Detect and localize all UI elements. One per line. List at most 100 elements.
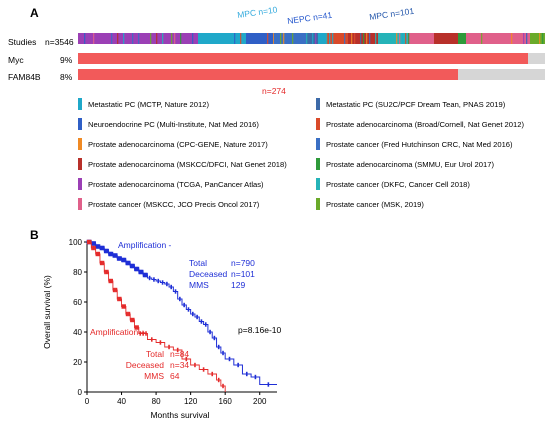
legend-label: Prostate adenocarcinoma (SMMU, Eur Urol … [326,159,494,169]
x-tick-label: 160 [219,397,233,406]
p-value: p=8.16e-10 [238,325,282,335]
legend-label: Prostate adenocarcinoma (MSKCC/DFCI, Nat… [88,159,287,169]
legend-item: Prostate cancer (MSKCC, JCO Precis Oncol… [78,198,259,210]
study-stripe [283,33,285,44]
study-stripe [354,33,356,44]
study-stripe [180,33,182,44]
amp-minus-deceased-key: Deceased [189,269,228,279]
legend-label: Prostate cancer (MSKCC, JCO Precis Oncol… [88,199,260,209]
y-tick-label: 0 [78,388,83,397]
legend-item: Prostate adenocarcinoma (Broad/Cornell, … [316,118,524,130]
study-block [458,33,466,44]
study-stripe [117,33,119,44]
legend-item: Prostate adenocarcinoma (TCGA, PanCancer… [78,178,264,190]
study-block [408,33,434,44]
legend-label: Prostate cancer (MSK, 2019) [326,199,424,209]
study-stripe [375,33,377,44]
study-stripe [363,33,365,44]
study-stripe [405,33,407,44]
study-stripe [523,33,525,44]
legend-item: Prostate adenocarcinoma (MSKCC/DFCI, Nat… [78,158,287,170]
study-stripe [123,33,125,44]
y-tick-label: 40 [73,328,82,337]
row-label-fam84b: FAM84B [8,72,41,82]
study-stripe [396,33,398,44]
altered-count-label: n=274 [262,86,286,96]
studies-track [78,33,545,44]
chart-lines [86,239,277,392]
study-block [198,33,246,44]
study-stripe [369,33,371,44]
row-value-fam84b: 8% [60,72,73,82]
x-tick-label: 0 [85,397,90,406]
study-stripe [360,33,362,44]
row-value-myc: 9% [60,55,73,65]
annotation-mpc-10: MPC n=10 [236,4,279,20]
study-stripe [267,33,269,44]
amp-plus-stats: Total n=84 Deceased n=34 MMS 64 [122,349,189,382]
study-stripe [511,33,513,44]
y-tick-label: 60 [73,298,82,307]
row-value-studies: n=3546 [45,37,74,47]
y-tick-label: 80 [73,268,82,277]
legend-swatch [78,98,82,110]
fam84b-amplified-track [78,69,458,80]
legend-label: Prostate adenocarcinoma (TCGA, PanCancer… [88,179,264,189]
study-stripe [526,33,528,44]
study-stripe [162,33,164,44]
y-tick-label: 20 [73,358,82,367]
amp-minus-title: Amplification - [118,240,172,250]
study-stripe [429,33,431,44]
legend-item: Prostate cancer (MSK, 2019) [316,198,424,210]
study-stripe [332,33,334,44]
legend-item: Prostate adenocarcinoma (SMMU, Eur Urol … [316,158,494,170]
legend-swatch [316,158,320,170]
study-stripe [111,33,113,44]
legend-swatch [78,198,82,210]
amp-plus-deceased-key: Deceased [125,360,164,370]
x-axis-label: Months survival [150,410,209,420]
study-block [318,33,326,44]
annotation-mpc-101: MPC n=101 [368,5,415,22]
legend-swatch [78,138,82,150]
study-stripe [481,33,483,44]
study-stripe [150,33,152,44]
legend-swatch [316,138,320,150]
legend-label: Metastatic PC (SU2C/PCF Dream Tean, PNAS… [326,99,506,109]
legend-item: Neuroendocrine PC (Multi-Institute, Nat … [78,118,259,130]
annotation-nepc-41: NEPC n=41 [286,9,333,26]
y-tick-label: 100 [69,238,83,247]
study-stripe [347,33,349,44]
study-stripe [156,33,158,44]
study-stripe [174,33,176,44]
study-stripe [292,33,294,44]
amp-minus-mms-key: MMS [189,280,209,290]
x-tick-label: 200 [253,397,267,406]
study-stripe [533,33,535,44]
amp-plus-deceased-value: n=34 [170,360,190,370]
study-stripe [399,33,401,44]
legend-label: Prostate cancer (DKFC, Cancer Cell 2018) [326,179,470,189]
x-tick-label: 120 [184,397,198,406]
fam84b-unaltered-track [458,69,545,80]
legend-swatch [316,178,320,190]
study-stripe [326,33,328,44]
myc-amplified-track [78,53,528,64]
survival-chart: Overall survival (%) Months survival 0 20… [42,238,277,420]
amp-plus-mms-key: MMS [144,371,164,381]
legend-swatch [316,198,320,210]
study-stripe [171,33,173,44]
study-stripe [93,33,95,44]
legend-swatch [316,118,320,130]
study-block [378,33,408,44]
study-block [326,33,348,44]
legend-swatch [78,118,82,130]
amp-plus-title: Amplification + [90,327,146,337]
study-stripe [192,33,194,44]
study-stripe [344,33,346,44]
study-block [246,33,274,44]
amp-minus-total-key: Total [189,258,207,268]
study-stripe [138,33,140,44]
study-stripe [280,33,282,44]
legend-swatch [78,158,82,170]
